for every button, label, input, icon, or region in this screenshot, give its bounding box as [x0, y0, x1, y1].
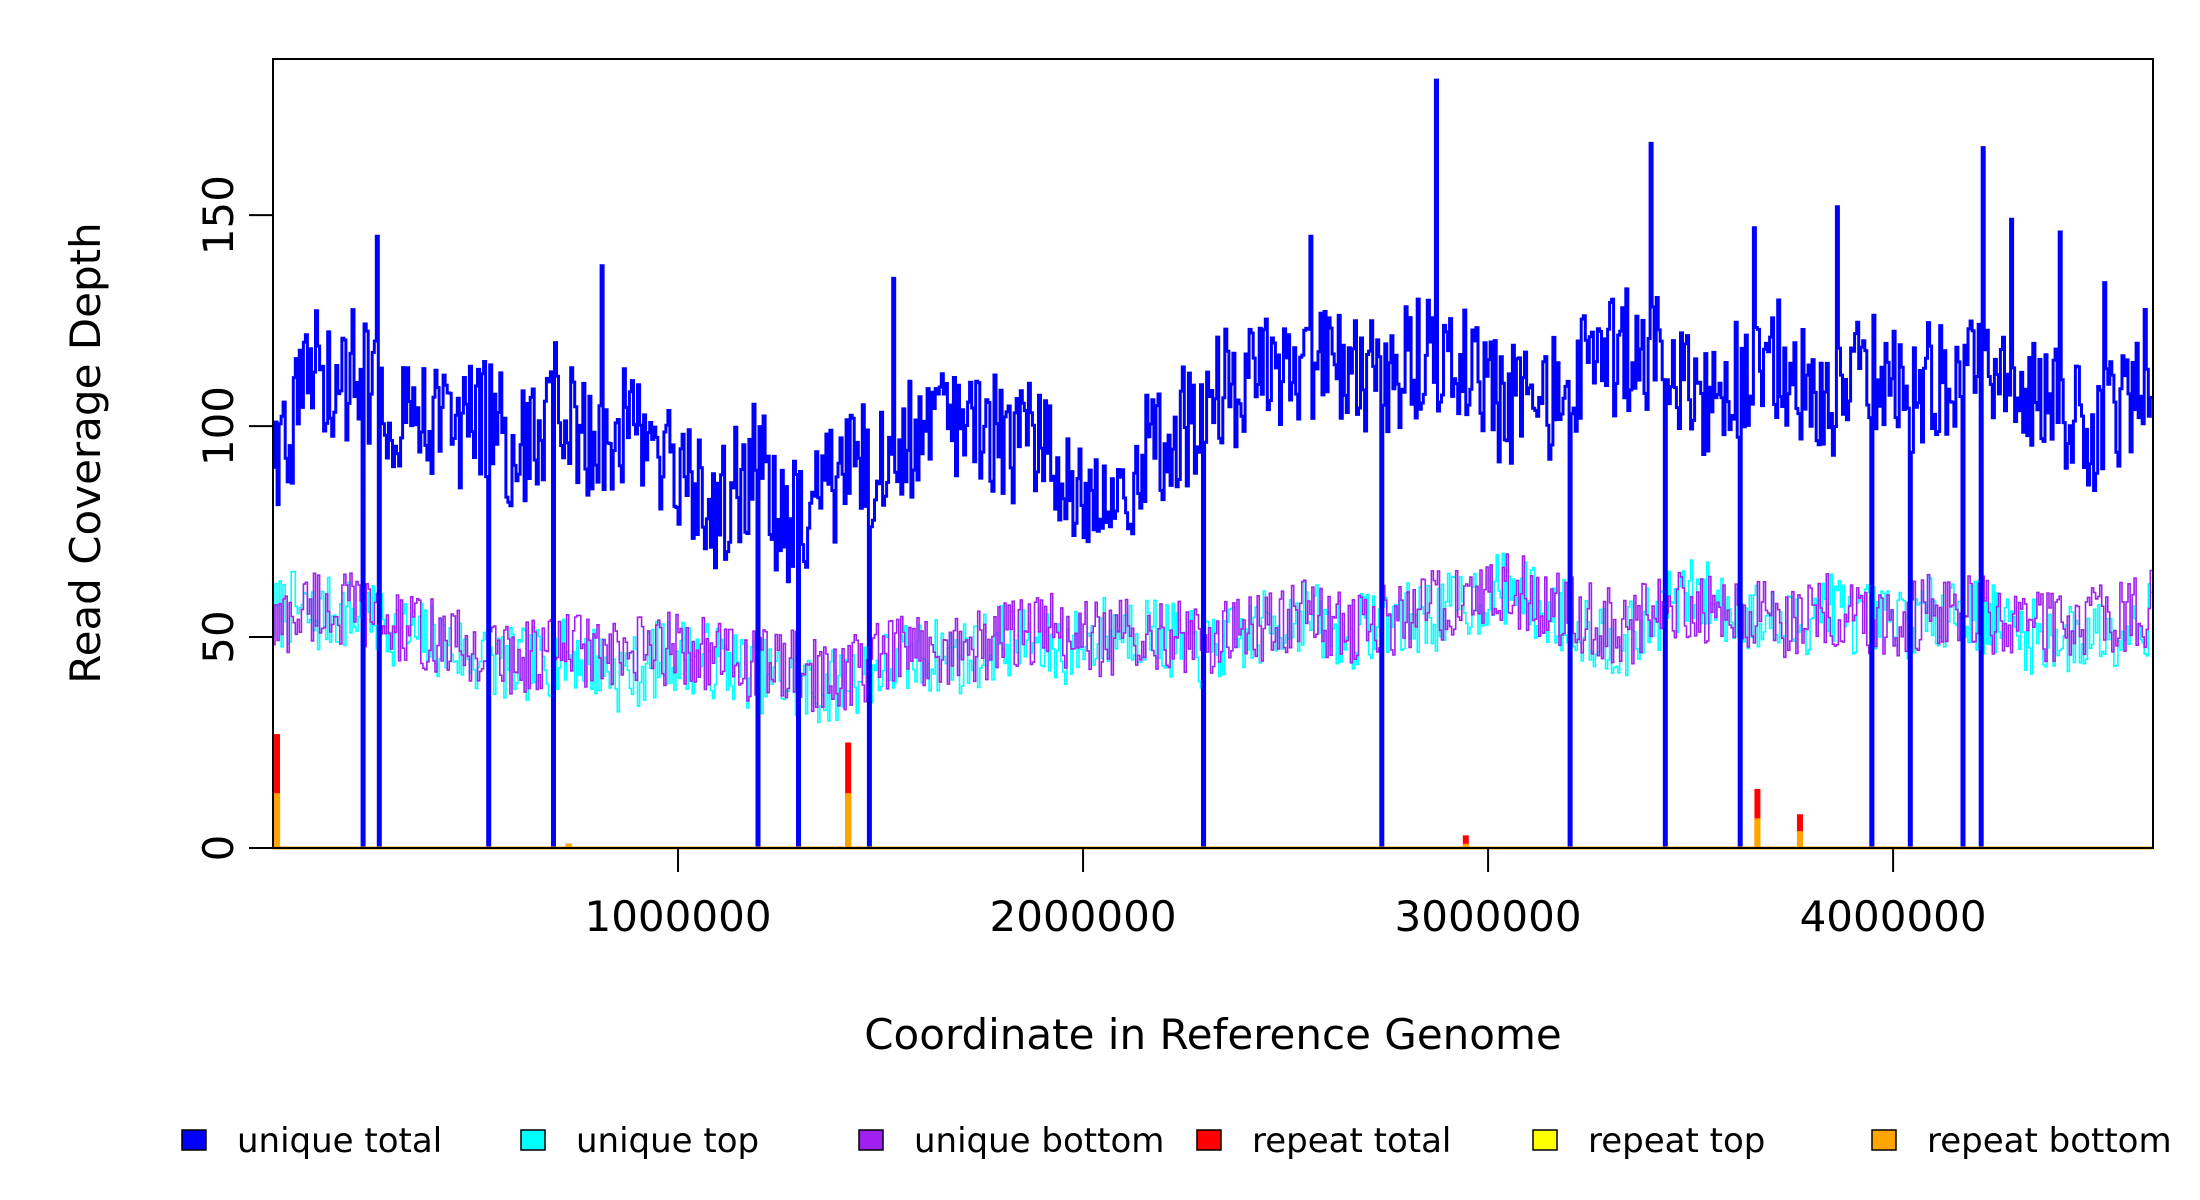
legend-item-unique-bottom: unique bottom [858, 1121, 1164, 1161]
legend-label: unique top [576, 1121, 759, 1161]
legend-label: unique total [237, 1121, 442, 1161]
repeat-spike [1754, 818, 1761, 848]
legend-label: repeat total [1252, 1121, 1451, 1161]
repeat-spike [1462, 843, 1469, 848]
x-tick-label: 4000000 [1800, 892, 1987, 941]
x-axis: 1000000 2000000 3000000 4000000 [584, 848, 1987, 941]
legend-label: repeat bottom [1927, 1121, 2172, 1161]
legend-label: repeat top [1588, 1121, 1765, 1161]
y-tick-label: 150 [194, 175, 243, 255]
series-unique-top [273, 552, 2153, 724]
legend-swatch [520, 1129, 546, 1151]
x-tick-label: 1000000 [584, 892, 771, 941]
y-tick-label: 100 [194, 386, 243, 466]
repeat-spike [1754, 788, 1761, 848]
x-tick-label: 2000000 [990, 892, 1177, 941]
legend-item-unique-top: unique top [520, 1121, 759, 1161]
y-axis: 0 50 100 150 [194, 175, 273, 861]
repeat-spike [274, 793, 281, 848]
repeat-spike [1462, 835, 1469, 848]
legend-item-repeat-total: repeat total [1196, 1121, 1451, 1161]
repeat-spike [565, 843, 572, 848]
series-layer [273, 78, 2153, 850]
legend-swatch [858, 1129, 884, 1151]
legend-swatch [181, 1129, 207, 1151]
repeat-spike [1796, 831, 1803, 848]
series-unique-bottom [273, 553, 2153, 713]
y-tick-label: 0 [194, 835, 243, 862]
repeat-spike [845, 793, 852, 848]
series-unique-total [273, 78, 2153, 850]
legend: unique total unique top unique bottom repea… [181, 1121, 2172, 1161]
y-tick-label: 50 [194, 610, 243, 663]
legend-item-repeat-top: repeat top [1532, 1121, 1765, 1161]
repeat-spike [274, 734, 281, 848]
legend-label: unique bottom [914, 1121, 1164, 1161]
y-axis-label: Read Coverage Depth [61, 222, 110, 683]
legend-swatch [1532, 1129, 1558, 1151]
x-tick-label: 3000000 [1395, 892, 1582, 941]
plot-frame [272, 58, 2154, 849]
x-axis-label: Coordinate in Reference Genome [864, 1010, 1562, 1059]
legend-item-repeat-bottom: repeat bottom [1871, 1121, 2172, 1161]
legend-item-unique-total: unique total [181, 1121, 442, 1161]
legend-swatch [1871, 1129, 1897, 1151]
legend-swatch [1196, 1129, 1222, 1151]
